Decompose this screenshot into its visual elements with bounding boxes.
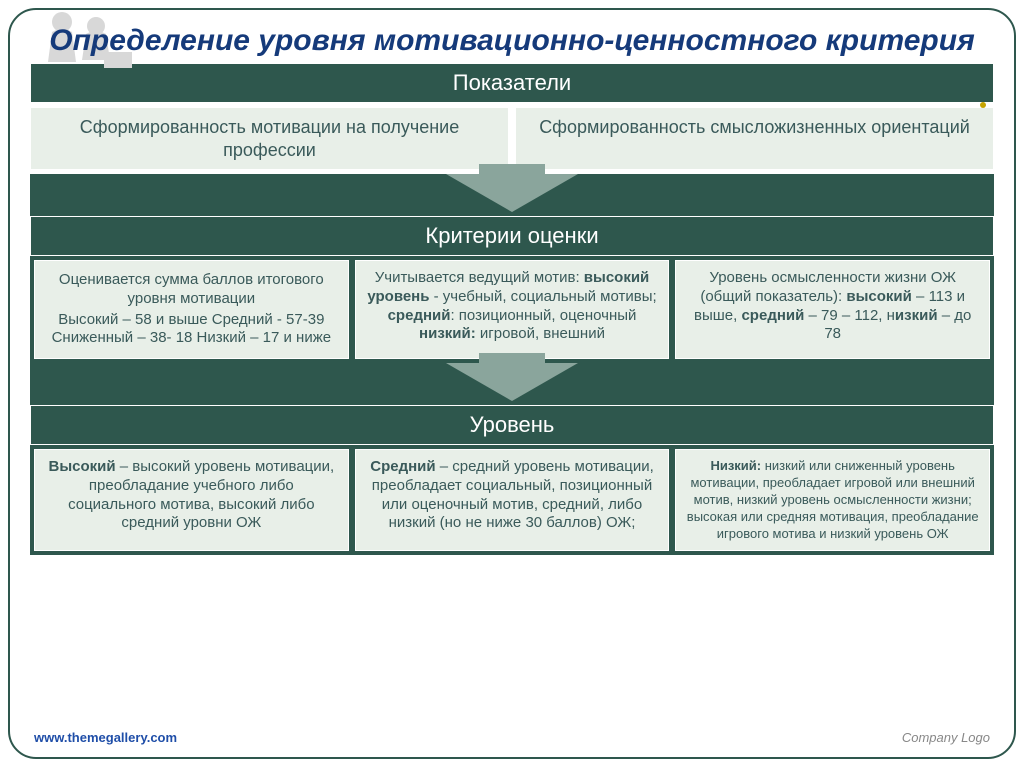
criteria-1-p1: Оценивается сумма баллов итогового уровн… [45, 271, 338, 309]
section-indicators: Показатели Сформированность мотивации на… [30, 63, 994, 174]
section3-row: Высокий – высокий уровень мотивации, пре… [30, 445, 994, 555]
section2-row: Оценивается сумма баллов итогового уровн… [30, 256, 994, 363]
section-criteria: Критерии оценки Оценивается сумма баллов… [30, 174, 994, 363]
section3-header: Уровень [30, 405, 994, 445]
criteria-box-2: Учитывается ведущий мотив: высокий урове… [355, 260, 670, 359]
indicator-box-1: Сформированность мотивации на получение … [30, 107, 509, 170]
footer-url: www.themegallery.com [34, 730, 177, 745]
slide-title: Определение уровня мотивационно-ценностн… [28, 24, 996, 57]
arrow-down-icon [446, 363, 578, 401]
footer-logo: Company Logo [902, 730, 990, 745]
criteria-box-3: Уровень осмысленности жизни ОЖ (общий по… [675, 260, 990, 359]
accent-dot [980, 102, 986, 108]
level-box-low: Низкий: низкий или сниженный уровень мот… [675, 449, 990, 551]
criteria-1-p2: Высокий – 58 и выше Средний - 57-39 Сниж… [45, 311, 338, 349]
section-level: Уровень Высокий – высокий уровень мотива… [30, 363, 994, 555]
level-box-medium: Средний – средний уровень мотивации, пре… [355, 449, 670, 551]
arrow-down-icon [446, 174, 578, 212]
slide-footer: www.themegallery.com Company Logo [34, 730, 990, 745]
indicator-box-2: Сформированность смысложизненных ориента… [515, 107, 994, 170]
criteria-box-1: Оценивается сумма баллов итогового уровн… [34, 260, 349, 359]
section2-header: Критерии оценки [30, 216, 994, 256]
level-box-high: Высокий – высокий уровень мотивации, пре… [34, 449, 349, 551]
slide-frame: Определение уровня мотивационно-ценностн… [8, 8, 1016, 759]
section1-header: Показатели [30, 63, 994, 103]
